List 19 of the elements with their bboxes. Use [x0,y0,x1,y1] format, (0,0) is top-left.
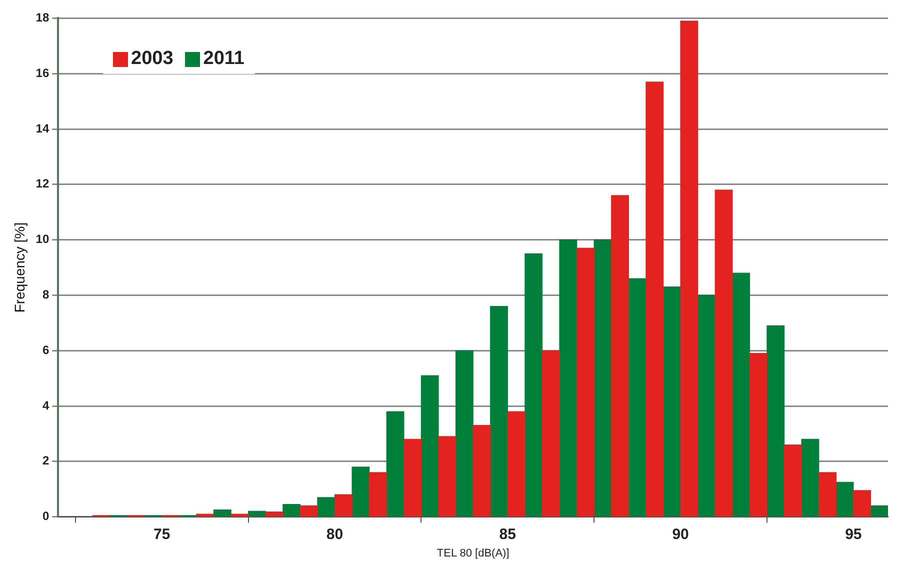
y-tick-label: 8 [42,288,50,302]
y-tick-label: 12 [36,176,50,191]
x-tick-label: 90 [672,526,689,543]
y-tick-label: 4 [42,398,50,412]
y-tick-label: 14 [36,121,50,136]
x-tick-label: 75 [154,526,170,543]
legend-label: 2003 [131,48,174,70]
y-tick-label: 6 [42,342,50,357]
y-tick-label: 2 [42,454,50,468]
y-axis-title: Frequency [%] [11,222,28,313]
y-tick-label: 10 [36,232,50,246]
x-tick-label: 85 [499,526,516,543]
x-tick-label: 80 [326,526,344,543]
x-tick-label: 95 [845,526,862,543]
legend-label: 2011 [203,48,245,70]
x-axis-title: TEL 80 [dB(A)] [436,547,510,560]
y-tick-label: 18 [36,10,50,25]
y-tick-label: 0 [42,509,50,524]
y-tick-label: 16 [36,66,50,80]
